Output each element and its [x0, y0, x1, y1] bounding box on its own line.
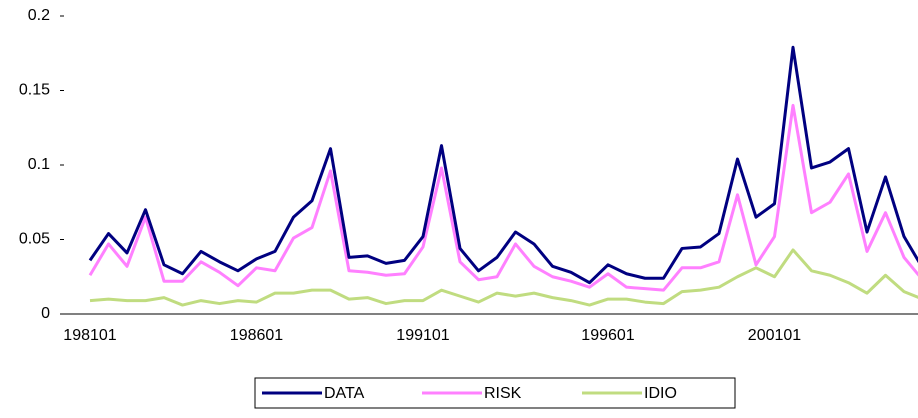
- x-tick-label: 198101: [63, 327, 116, 344]
- data-line: [88, 45, 918, 285]
- data-line: [89, 248, 918, 307]
- x-tick-label: 199601: [581, 327, 634, 344]
- y-tick-label: 0.2: [28, 7, 50, 24]
- y-tick-label: 0.15: [19, 82, 50, 99]
- x-tick-label: 200101: [748, 327, 801, 344]
- legend-label: RISK: [484, 385, 522, 402]
- y-tick-label: 0.1: [28, 156, 50, 173]
- legend-box: [254, 377, 736, 409]
- y-tick-label: 0: [41, 305, 50, 322]
- x-tick-label: 198601: [230, 327, 283, 344]
- data-line: [88, 103, 918, 292]
- legend-label: DATA: [324, 385, 365, 402]
- legend-label: IDIO: [644, 385, 677, 402]
- x-tick-label: 199101: [396, 327, 449, 344]
- y-tick-label: 0.05: [19, 231, 50, 248]
